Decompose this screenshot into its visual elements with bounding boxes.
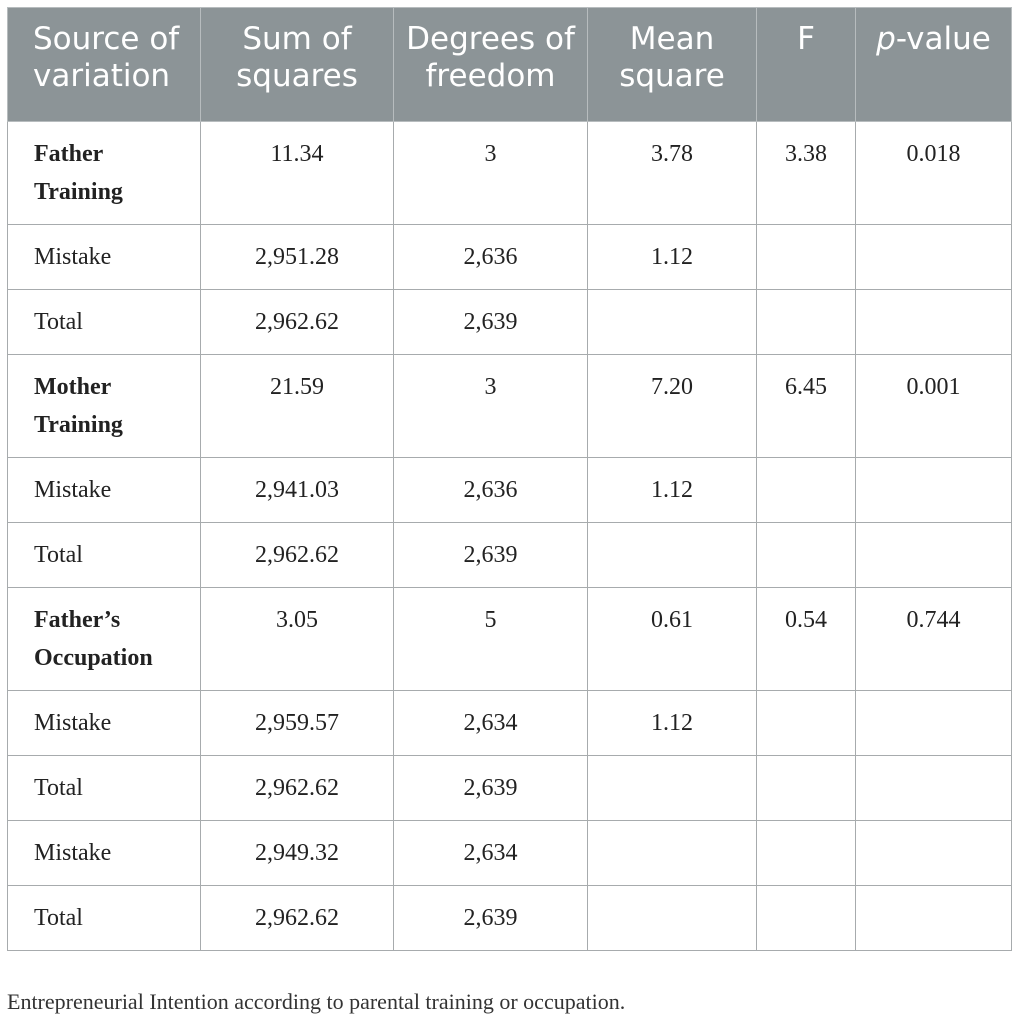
cell-mean-square	[587, 820, 757, 886]
cell-p-value	[855, 820, 1012, 886]
cell-degrees-of-freedom: 5	[393, 587, 588, 691]
cell-f	[756, 690, 856, 756]
header-degrees-of-freedom: Degrees of freedom	[393, 7, 588, 122]
cell-source: Mistake	[7, 820, 201, 886]
cell-mean-square: 1.12	[587, 457, 757, 523]
header-sum-of-squares: Sum of squares	[200, 7, 394, 122]
header-f: F	[756, 7, 856, 122]
cell-p-value	[855, 289, 1012, 355]
cell-p-value	[855, 755, 1012, 821]
cell-mean-square	[587, 289, 757, 355]
cell-p-value	[855, 522, 1012, 588]
table-row: Total 2,962.62 2,639	[7, 885, 1012, 951]
table-row: Total 2,962.62 2,639	[7, 289, 1012, 355]
cell-sum-of-squares: 3.05	[200, 587, 394, 691]
cell-mean-square: 3.78	[587, 121, 757, 225]
cell-degrees-of-freedom: 3	[393, 354, 588, 458]
header-mean-square: Mean square	[587, 7, 757, 122]
header-p-suffix: -value	[895, 21, 991, 57]
cell-sum-of-squares: 21.59	[200, 354, 394, 458]
table-body: Father Training 11.34 3 3.78 3.38 0.018 Mistak…	[7, 121, 1012, 951]
cell-sum-of-squares: 2,959.57	[200, 690, 394, 756]
cell-mean-square: 1.12	[587, 224, 757, 290]
cell-source: Father Training	[7, 121, 201, 225]
cell-f	[756, 885, 856, 951]
cell-source: Mistake	[7, 224, 201, 290]
cell-f	[756, 289, 856, 355]
cell-p-value	[855, 885, 1012, 951]
cell-f	[756, 224, 856, 290]
table-row: Father’s Occupation 3.05 5 0.61 0.54 0.744	[7, 587, 1012, 691]
cell-mean-square	[587, 885, 757, 951]
table-row: Mistake 2,941.03 2,636 1.12	[7, 457, 1012, 523]
cell-mean-square: 0.61	[587, 587, 757, 691]
cell-source: Total	[7, 885, 201, 951]
cell-degrees-of-freedom: 2,636	[393, 224, 588, 290]
cell-p-value: 0.001	[855, 354, 1012, 458]
table-header: Source of variation Sum of squares Degre…	[7, 7, 1012, 122]
cell-f	[756, 755, 856, 821]
cell-mean-square	[587, 755, 757, 821]
cell-f	[756, 522, 856, 588]
header-p-value: p-value	[855, 7, 1012, 122]
table-row: Mistake 2,949.32 2,634	[7, 820, 1012, 886]
cell-sum-of-squares: 11.34	[200, 121, 394, 225]
cell-mean-square	[587, 522, 757, 588]
cell-sum-of-squares: 2,941.03	[200, 457, 394, 523]
table-row: Father Training 11.34 3 3.78 3.38 0.018	[7, 121, 1012, 225]
header-source-of-variation: Source of variation	[7, 7, 201, 122]
cell-mean-square: 7.20	[587, 354, 757, 458]
header-p-italic: p	[876, 21, 896, 57]
cell-f: 0.54	[756, 587, 856, 691]
cell-sum-of-squares: 2,962.62	[200, 289, 394, 355]
cell-source: Mistake	[7, 690, 201, 756]
cell-degrees-of-freedom: 2,639	[393, 289, 588, 355]
table-row: Total 2,962.62 2,639	[7, 755, 1012, 821]
cell-source: Total	[7, 289, 201, 355]
cell-sum-of-squares: 2,949.32	[200, 820, 394, 886]
cell-source: Mother Training	[7, 354, 201, 458]
table-row: Mother Training 21.59 3 7.20 6.45 0.001	[7, 354, 1012, 458]
cell-f	[756, 820, 856, 886]
cell-p-value	[855, 457, 1012, 523]
cell-p-value	[855, 690, 1012, 756]
cell-degrees-of-freedom: 2,634	[393, 820, 588, 886]
cell-degrees-of-freedom: 2,639	[393, 755, 588, 821]
table-row: Mistake 2,959.57 2,634 1.12	[7, 690, 1012, 756]
table-row: Total 2,962.62 2,639	[7, 522, 1012, 588]
cell-f: 6.45	[756, 354, 856, 458]
table-caption: Entrepreneurial Intention according to p…	[7, 989, 626, 1014]
anova-table: Source of variation Sum of squares Degre…	[7, 7, 1012, 951]
cell-source: Total	[7, 522, 201, 588]
cell-p-value	[855, 224, 1012, 290]
cell-source: Mistake	[7, 457, 201, 523]
cell-sum-of-squares: 2,962.62	[200, 755, 394, 821]
cell-source: Father’s Occupation	[7, 587, 201, 691]
cell-source: Total	[7, 755, 201, 821]
cell-degrees-of-freedom: 2,639	[393, 522, 588, 588]
cell-degrees-of-freedom: 2,639	[393, 885, 588, 951]
cell-sum-of-squares: 2,962.62	[200, 885, 394, 951]
cell-degrees-of-freedom: 3	[393, 121, 588, 225]
cell-sum-of-squares: 2,951.28	[200, 224, 394, 290]
cell-f: 3.38	[756, 121, 856, 225]
cell-sum-of-squares: 2,962.62	[200, 522, 394, 588]
cell-mean-square: 1.12	[587, 690, 757, 756]
header-row: Source of variation Sum of squares Degre…	[7, 7, 1012, 122]
cell-p-value: 0.018	[855, 121, 1012, 225]
cell-degrees-of-freedom: 2,636	[393, 457, 588, 523]
table-row: Mistake 2,951.28 2,636 1.12	[7, 224, 1012, 290]
cell-p-value: 0.744	[855, 587, 1012, 691]
cell-degrees-of-freedom: 2,634	[393, 690, 588, 756]
anova-table-container: Source of variation Sum of squares Degre…	[7, 7, 1012, 951]
cell-f	[756, 457, 856, 523]
